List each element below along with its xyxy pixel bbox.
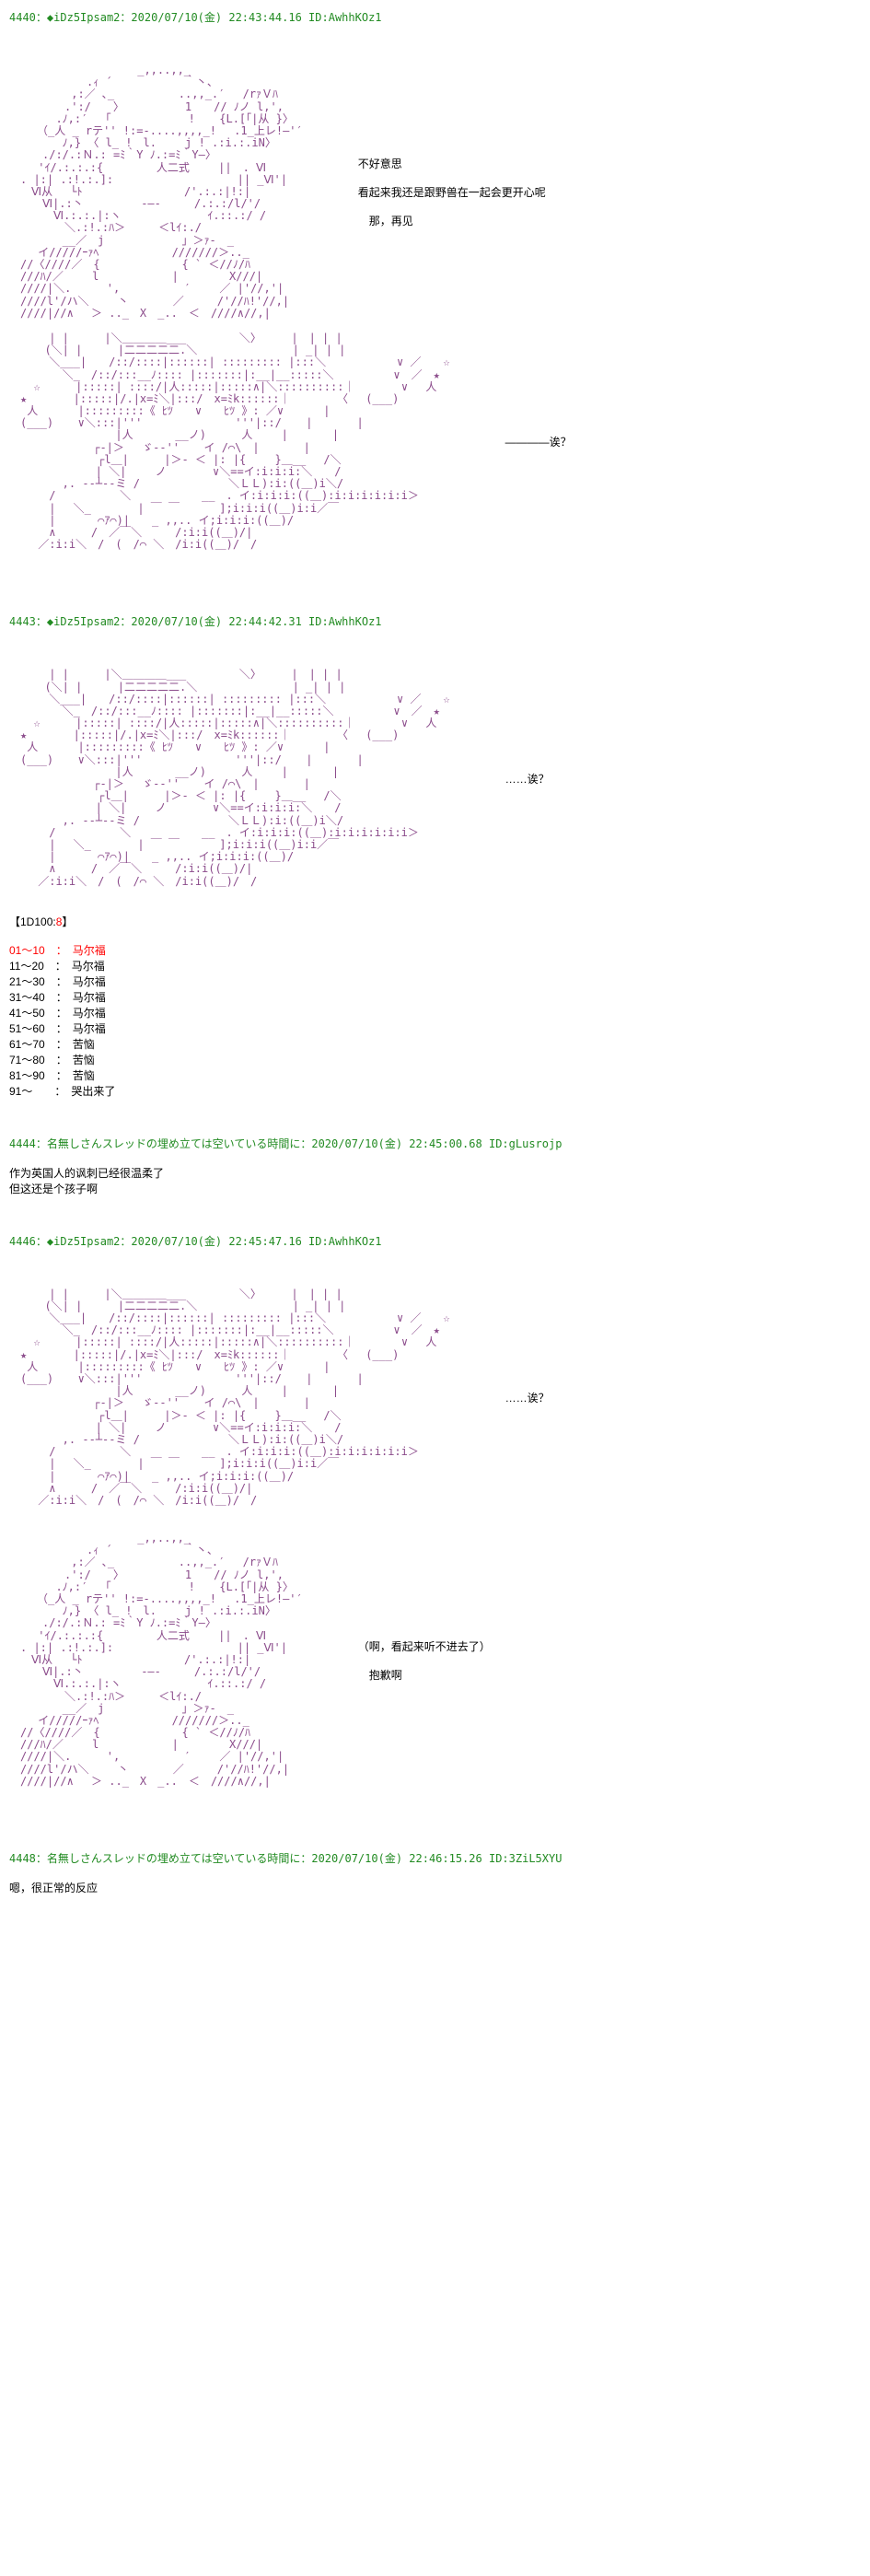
post-header: 4448：名無しさんスレッドの埋め立ては空いている時間に：2020/07/10(… bbox=[9, 1850, 861, 1866]
dialogue-line: ……诶？ bbox=[505, 771, 550, 787]
dice-row: 61～70 ： 苦恼 bbox=[9, 1036, 861, 1052]
ascii-art-girl: | | |＼＿＿＿＿___ ＼〉 | | | | (＼| | |二二二二二.＼ … bbox=[9, 669, 450, 887]
dialogue-text: 不好意思 看起来我还是跟野兽在一起会更开心呢 那，再见 bbox=[358, 156, 546, 228]
post-body: 嗯，很正常的反应 bbox=[9, 1880, 861, 1895]
dice-row: 01～10 ： 马尔福 bbox=[9, 942, 861, 958]
post-4443: 4443：◆iDz5Ipsam2：2020/07/10(金) 22:44:42.… bbox=[9, 613, 861, 1098]
dialogue-line: 不好意思 bbox=[358, 156, 546, 171]
ascii-art-boy: _,,..,,_ .ｨ ´ ｀丶、 ,:／ ､_ ..,,_.′ /rｧＶﾊ .… bbox=[9, 1533, 303, 1788]
post-id: AwhhKOz1 bbox=[329, 11, 382, 24]
dialogue-line: （啊，看起来听不进去了） bbox=[358, 1638, 491, 1654]
dice-row: 41～50 ： 马尔福 bbox=[9, 1005, 861, 1020]
dice-header: 【1D100:8】 bbox=[9, 914, 861, 929]
dialogue-line: ……诶？ bbox=[505, 1390, 550, 1405]
content-row: | | |＼＿＿＿＿___ ＼〉 | | | | (＼| | |二二二二二.＼ … bbox=[9, 1288, 861, 1507]
post-date: 2020/07/10(金) 22:43:44.16 bbox=[131, 11, 301, 24]
dialogue-line: ————诶？ bbox=[505, 434, 572, 449]
post-name: ◆iDz5Ipsam2 bbox=[47, 615, 120, 628]
post-header: 4446：◆iDz5Ipsam2：2020/07/10(金) 22:45:47.… bbox=[9, 1233, 861, 1249]
post-4444: 4444：名無しさんスレッドの埋め立ては空いている時間に：2020/07/10(… bbox=[9, 1136, 861, 1196]
post-header: 4444：名無しさんスレッドの埋め立ては空いている時間に：2020/07/10(… bbox=[9, 1136, 861, 1151]
post-header: 4443：◆iDz5Ipsam2：2020/07/10(金) 22:44:42.… bbox=[9, 613, 861, 629]
dialogue-text: ……诶？ bbox=[505, 771, 550, 787]
content-row: | | |＼＿＿＿＿___ ＼〉 | | | | (＼| | |二二二二二.＼ … bbox=[9, 332, 861, 551]
dialogue-text: （啊，看起来听不进去了） 抱歉啊 bbox=[358, 1638, 491, 1683]
ascii-art-girl: | | |＼＿＿＿＿___ ＼〉 | | | | (＼| | |二二二二二.＼ … bbox=[9, 332, 450, 551]
post-header: 4440：◆iDz5Ipsam2：2020/07/10(金) 22:43:44.… bbox=[9, 9, 861, 25]
ascii-art-boy: _,,..,,_ .ｨ ´ ｀丶、 ,:／ ､_ ..,,_.′ /rｧＶﾊ .… bbox=[9, 64, 303, 320]
post-name: ◆iDz5Ipsam2 bbox=[47, 1235, 120, 1248]
dice-row: 81～90 ： 苦恼 bbox=[9, 1067, 861, 1083]
dice-row: 31～40 ： 马尔福 bbox=[9, 989, 861, 1005]
dice-row: 71～80 ： 苦恼 bbox=[9, 1052, 861, 1067]
post-date: 2020/07/10(金) 22:44:42.31 bbox=[131, 615, 301, 628]
content-row: _,,..,,_ .ｨ ´ ｀丶、 ,:／ ､_ ..,,_.′ /rｧＶﾊ .… bbox=[9, 1533, 861, 1788]
content-row: | | |＼＿＿＿＿___ ＼〉 | | | | (＼| | |二二二二二.＼ … bbox=[9, 669, 861, 887]
post-4448: 4448：名無しさんスレッドの埋め立ては空いている時間に：2020/07/10(… bbox=[9, 1850, 861, 1895]
post-name: 名無しさんスレッドの埋め立ては空いている時間に bbox=[47, 1852, 300, 1865]
dialogue-line: 看起来我还是跟野兽在一起会更开心呢 bbox=[358, 184, 546, 200]
post-number: 4440 bbox=[9, 11, 36, 24]
post-id: 3ZiL5XYU bbox=[509, 1852, 563, 1865]
post-name: 名無しさんスレッドの埋め立ては空いている時間に bbox=[47, 1137, 300, 1150]
dice-table: 01～10 ： 马尔福11～20 ： 马尔福21～30 ： 马尔福31～40 ：… bbox=[9, 942, 861, 1099]
post-name: ◆iDz5Ipsam2 bbox=[47, 11, 120, 24]
post-date: 2020/07/10(金) 22:45:00.68 bbox=[311, 1137, 481, 1150]
post-id: AwhhKOz1 bbox=[329, 1235, 382, 1248]
post-body: 作为英国人的讽刺已经很温柔了 但这还是个孩子啊 bbox=[9, 1165, 861, 1196]
dice-row: 21～30 ： 马尔福 bbox=[9, 973, 861, 989]
dialogue-text: ……诶？ bbox=[505, 1390, 550, 1405]
dialogue-text: ————诶？ bbox=[505, 434, 572, 449]
post-number: 4446 bbox=[9, 1235, 36, 1248]
post-4440: 4440：◆iDz5Ipsam2：2020/07/10(金) 22:43:44.… bbox=[9, 9, 861, 551]
dialogue-line: 那，再见 bbox=[358, 213, 546, 228]
post-date: 2020/07/10(金) 22:45:47.16 bbox=[131, 1235, 301, 1248]
dice-row: 91～ ： 哭出来了 bbox=[9, 1083, 861, 1099]
post-number: 4444 bbox=[9, 1137, 36, 1150]
ascii-art-girl: | | |＼＿＿＿＿___ ＼〉 | | | | (＼| | |二二二二二.＼ … bbox=[9, 1288, 450, 1507]
dice-row: 11～20 ： 马尔福 bbox=[9, 958, 861, 973]
dialogue-line: 抱歉啊 bbox=[358, 1667, 491, 1683]
post-number: 4443 bbox=[9, 615, 36, 628]
post-4446: 4446：◆iDz5Ipsam2：2020/07/10(金) 22:45:47.… bbox=[9, 1233, 861, 1788]
content-row: _,,..,,_ .ｨ ´ ｀丶、 ,:／ ､_ ..,,_.′ /rｧＶﾊ .… bbox=[9, 64, 861, 320]
post-id: gLusrojp bbox=[509, 1137, 563, 1150]
post-number: 4448 bbox=[9, 1852, 36, 1865]
post-id: AwhhKOz1 bbox=[329, 615, 382, 628]
post-date: 2020/07/10(金) 22:46:15.26 bbox=[311, 1852, 481, 1865]
dice-row: 51～60 ： 马尔福 bbox=[9, 1020, 861, 1036]
